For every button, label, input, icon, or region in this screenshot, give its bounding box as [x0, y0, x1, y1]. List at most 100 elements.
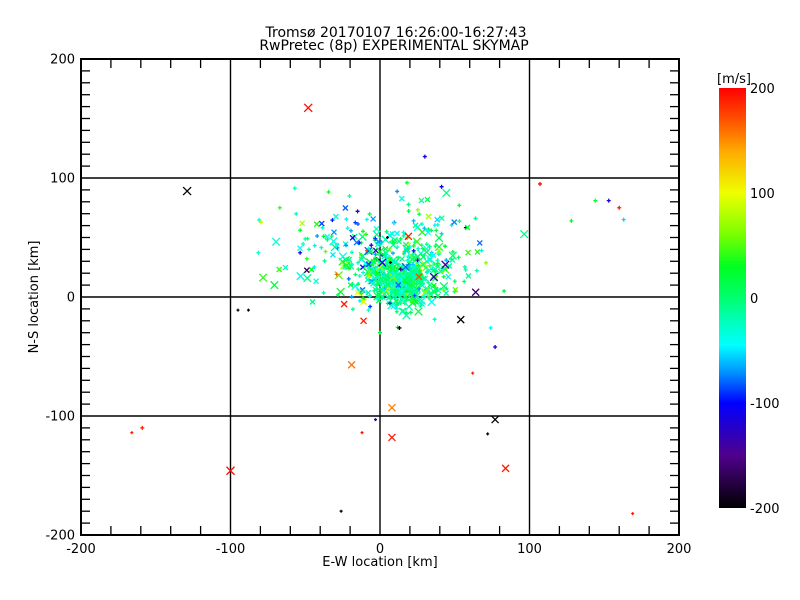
scatter-point [404, 232, 413, 241]
scatter-point [342, 205, 349, 211]
scatter-point [298, 250, 303, 255]
scatter-point [347, 281, 354, 288]
scatter-point [374, 256, 381, 263]
scatter-point [301, 242, 306, 246]
scatter-point [502, 289, 507, 294]
scatter-point [421, 294, 426, 299]
scatter-point [329, 237, 338, 246]
scatter-point [450, 249, 455, 254]
scatter-point [425, 228, 430, 233]
scatter-point [399, 255, 405, 262]
scatter-point [335, 242, 340, 247]
scatter-point [386, 256, 393, 263]
scatter-point [366, 272, 371, 277]
x-tick-label: 0 [376, 542, 384, 557]
scatter-point [414, 307, 423, 316]
scatter-point [465, 272, 472, 279]
scatter-point [303, 267, 310, 274]
scatter-point [442, 188, 451, 198]
scatter-point [410, 299, 415, 304]
y-tick-label: -100 [45, 410, 75, 425]
scatter-point [621, 217, 626, 222]
scatter-point [282, 264, 289, 271]
scatter-point [303, 273, 312, 283]
grid-lines [81, 59, 679, 535]
scatter-point [398, 267, 403, 272]
scatter-point [359, 256, 364, 261]
scatter-point [402, 277, 409, 284]
scatter-point [384, 278, 389, 283]
scatter-point [338, 252, 348, 261]
scatter-point [391, 251, 396, 256]
scatter-point [452, 286, 459, 293]
scatter-point [330, 218, 335, 223]
scatter-point [425, 213, 432, 220]
scatter-point [343, 266, 348, 271]
scatter-point [343, 243, 348, 248]
scatter-point [452, 279, 457, 284]
scatter-point [374, 418, 378, 422]
scatter-point [375, 291, 382, 298]
scatter-point [361, 296, 366, 301]
scatter-point [457, 219, 462, 224]
scatter-point [402, 241, 409, 248]
scatter-point [367, 269, 372, 274]
scatter-point [417, 268, 422, 273]
scatter-point [331, 229, 337, 236]
scatter-point [606, 198, 611, 203]
scatter-point [412, 298, 419, 305]
scatter-point [432, 223, 437, 228]
scatter-point [383, 280, 392, 289]
scatter-point [537, 181, 542, 186]
scatter-point [441, 274, 446, 279]
scatter-point [359, 291, 364, 296]
scatter-point [367, 274, 372, 279]
scatter-point [439, 184, 444, 189]
scatter-point [479, 248, 484, 253]
scatter-point [321, 234, 326, 239]
scatter-point [419, 222, 424, 227]
scatter-point [353, 220, 358, 225]
scatter-point [349, 234, 356, 241]
scatter-point [406, 209, 411, 214]
scatter-point [398, 236, 403, 241]
scatter-point [396, 255, 401, 260]
scatter-point [474, 248, 481, 255]
colorbar-tick-labels: 200 100 0 -100 -200 [750, 82, 780, 517]
scatter-point [393, 298, 400, 305]
scatter-point [434, 216, 441, 223]
scatter-point [401, 262, 410, 272]
scatter-point [372, 288, 377, 293]
scatter-point [464, 224, 471, 231]
scatter-point [326, 189, 331, 194]
scatter-point [355, 282, 360, 287]
scatter-point [463, 267, 468, 272]
scatter-point [130, 431, 134, 435]
scatter-point [360, 229, 365, 234]
scatter-point [569, 218, 574, 223]
scatter-point [427, 263, 432, 268]
scatter-point [277, 205, 282, 210]
scatter-point [394, 230, 400, 237]
scatter-point [417, 212, 422, 217]
scatter-point [416, 263, 421, 268]
scatter-point [354, 289, 361, 296]
scatter-point [392, 288, 402, 297]
scatter-point [457, 203, 462, 208]
y-tick-label: 0 [67, 291, 75, 306]
scatter-point [403, 247, 410, 254]
scatter-point [373, 225, 380, 232]
scatter-point [456, 255, 461, 260]
scatter-point [182, 186, 192, 196]
scatter-point [397, 325, 402, 330]
scatter-point [435, 261, 440, 266]
scatter-point [332, 213, 339, 220]
scatter-point [394, 309, 399, 314]
scatter-point [308, 266, 315, 273]
scatter-point [443, 290, 450, 297]
x-tick-label: 100 [517, 542, 542, 557]
scatter-point [418, 260, 428, 269]
scatter-point [441, 260, 450, 269]
colorbar-unit-label: [m/s] [717, 72, 751, 87]
